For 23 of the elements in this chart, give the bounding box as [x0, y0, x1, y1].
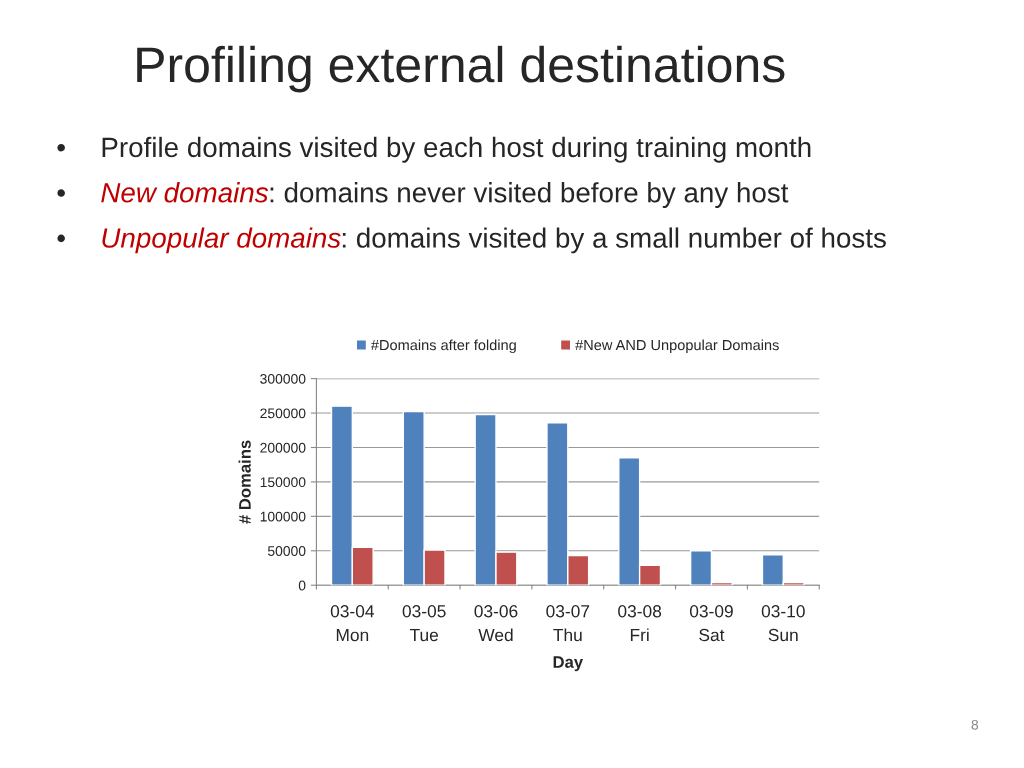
x-tick-label: 03-09 Sat — [689, 605, 733, 642]
y-tick-label: 250000 — [260, 408, 306, 419]
y-tick-label: 0 — [298, 580, 306, 591]
y-tick-label: 200000 — [260, 442, 306, 453]
x-tick-label: 03-07 Thu — [546, 605, 590, 642]
x-tick-label: 03-06 Wed — [474, 605, 518, 642]
x-axis-title: Day — [553, 656, 584, 672]
y-tick-label: 100000 — [260, 511, 306, 522]
x-tick-label: 03-05 Tue — [402, 605, 446, 642]
y-tick-label: 300000 — [260, 373, 306, 384]
x-tick-label: 03-04 Mon — [330, 605, 375, 642]
text: • New domains: domains never visited before by any host — [57, 182, 789, 209]
text: 8 — [971, 719, 979, 730]
chart-title: Profiling external destinations — [137, 45, 785, 93]
y-tick-label: 150000 — [260, 477, 306, 488]
x-tick-label: 03-08 Fri — [618, 605, 662, 641]
y-axis-title: # Domains — [238, 440, 251, 524]
text: • Profile domains visited by each host during training month — [57, 136, 811, 163]
legend-label: #Domains after folding — [370, 339, 516, 354]
text: • Unpopular domains: domains visited by a small number of hosts — [57, 227, 886, 254]
y-tick-label: 50000 — [267, 546, 306, 556]
legend-label: #New AND Unpopular Domains — [575, 339, 779, 354]
x-tick-label: 03-10 Sun — [761, 605, 805, 642]
